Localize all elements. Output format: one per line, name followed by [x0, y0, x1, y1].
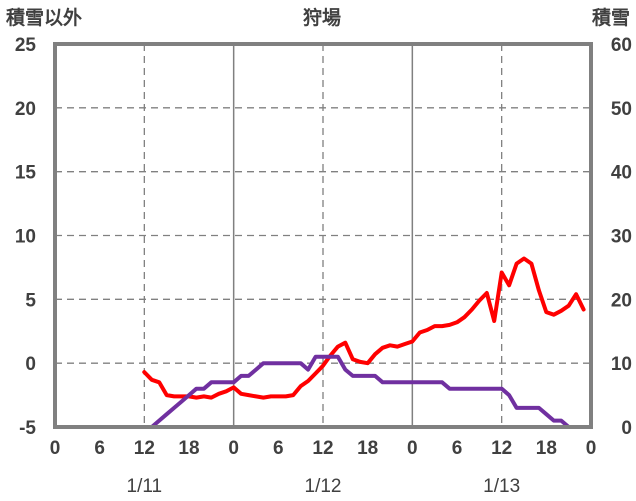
date-label: 1/11 — [127, 476, 163, 497]
series-line-other — [142, 256, 586, 400]
plot-frame — [53, 42, 593, 429]
left-tick-label: 25 — [15, 35, 37, 56]
left-tick-label: 0 — [25, 354, 36, 375]
series-group — [142, 256, 593, 429]
grid — [55, 44, 591, 427]
x-tick-label: 0 — [586, 438, 597, 459]
x-tick-label: 18 — [357, 438, 378, 459]
left-tick-label: 5 — [25, 290, 36, 311]
right-tick-label: 30 — [611, 227, 632, 248]
x-tick-label: 12 — [134, 438, 155, 459]
right-tick-label: 40 — [611, 163, 632, 184]
x-tick-label: 0 — [228, 438, 239, 459]
left-tick-label: 20 — [15, 99, 36, 120]
left-tick-label: 15 — [15, 163, 37, 184]
x-tick-label: 6 — [452, 438, 463, 459]
x-tick-label: 6 — [273, 438, 284, 459]
right-tick-label: 10 — [611, 354, 632, 375]
chart-title: 狩場 — [303, 6, 341, 29]
series-line-snow — [142, 354, 593, 429]
right-tick-label: 20 — [611, 290, 632, 311]
x-tick-label: 6 — [94, 438, 105, 459]
x-tick-label: 12 — [491, 438, 512, 459]
left-axis-label: 積雪以外 — [6, 6, 82, 29]
x-tick-label: 0 — [407, 438, 418, 459]
right-tick-label: 0 — [621, 418, 632, 439]
left-tick-label: 10 — [15, 227, 36, 248]
left-tick-label: -5 — [19, 418, 36, 439]
date-label: 1/12 — [305, 476, 342, 497]
x-tick-label: 18 — [178, 438, 199, 459]
date-label: 1/13 — [483, 476, 520, 497]
right-tick-label: 60 — [611, 35, 632, 56]
x-tick-label: 12 — [312, 438, 333, 459]
x-tick-label: 18 — [536, 438, 557, 459]
right-tick-label: 50 — [611, 99, 632, 120]
x-tick-label: 0 — [50, 438, 61, 459]
right-axis-label: 積雪 — [592, 6, 630, 29]
